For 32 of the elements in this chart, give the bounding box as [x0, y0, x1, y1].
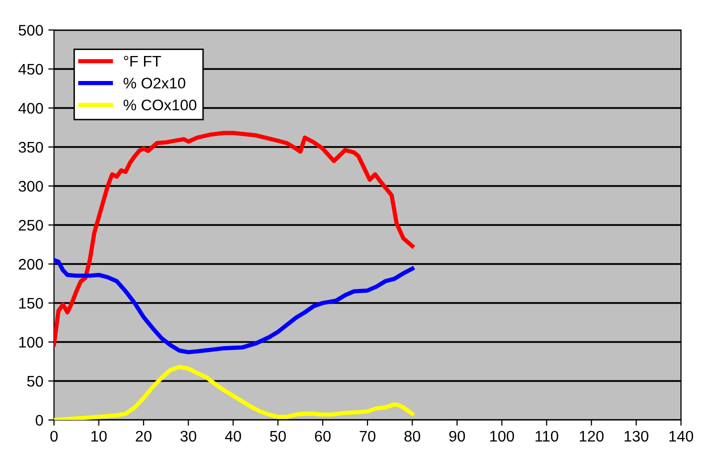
- y-tick-label: 150: [19, 298, 43, 309]
- line-series: [54, 258, 414, 354]
- x-tick-label: 70: [360, 430, 376, 442]
- x-tick-label: 0: [50, 430, 58, 442]
- x-tick-label: 90: [449, 430, 465, 442]
- y-tick-label: 100: [19, 336, 43, 348]
- y-tick-label: 200: [18, 258, 43, 270]
- legend-label: °F FT: [124, 56, 162, 67]
- legend-label: % O2x10: [124, 78, 186, 89]
- x-tick-label: 120: [580, 430, 604, 442]
- x-tick-label: 60: [314, 430, 331, 442]
- y-tick-label: 400: [18, 102, 43, 114]
- y-tick-label: 250: [18, 220, 43, 231]
- line-series: [54, 130, 414, 346]
- y-tick-label: 350: [18, 142, 43, 153]
- y-tick-label: 500: [18, 24, 43, 36]
- x-tick-label: 10: [91, 430, 107, 442]
- x-tick-label: 80: [404, 430, 420, 442]
- x-tick-label: 100: [490, 430, 514, 442]
- y-tick-label: 450: [18, 64, 43, 75]
- x-tick-label: 140: [669, 430, 694, 442]
- y-tick-label: 0: [36, 414, 43, 426]
- y-tick-label: 50: [27, 376, 43, 387]
- y-tick-label: 300: [18, 180, 43, 192]
- x-tick-label: 110: [536, 430, 558, 442]
- legend-label: % COx100: [124, 100, 196, 110]
- x-tick-label: 20: [136, 430, 152, 442]
- x-tick-label: 130: [624, 430, 648, 442]
- x-tick-label: 30: [180, 430, 196, 442]
- x-tick-label: 50: [270, 430, 286, 442]
- x-tick-label: 40: [225, 430, 242, 442]
- line-series: [54, 364, 414, 420]
